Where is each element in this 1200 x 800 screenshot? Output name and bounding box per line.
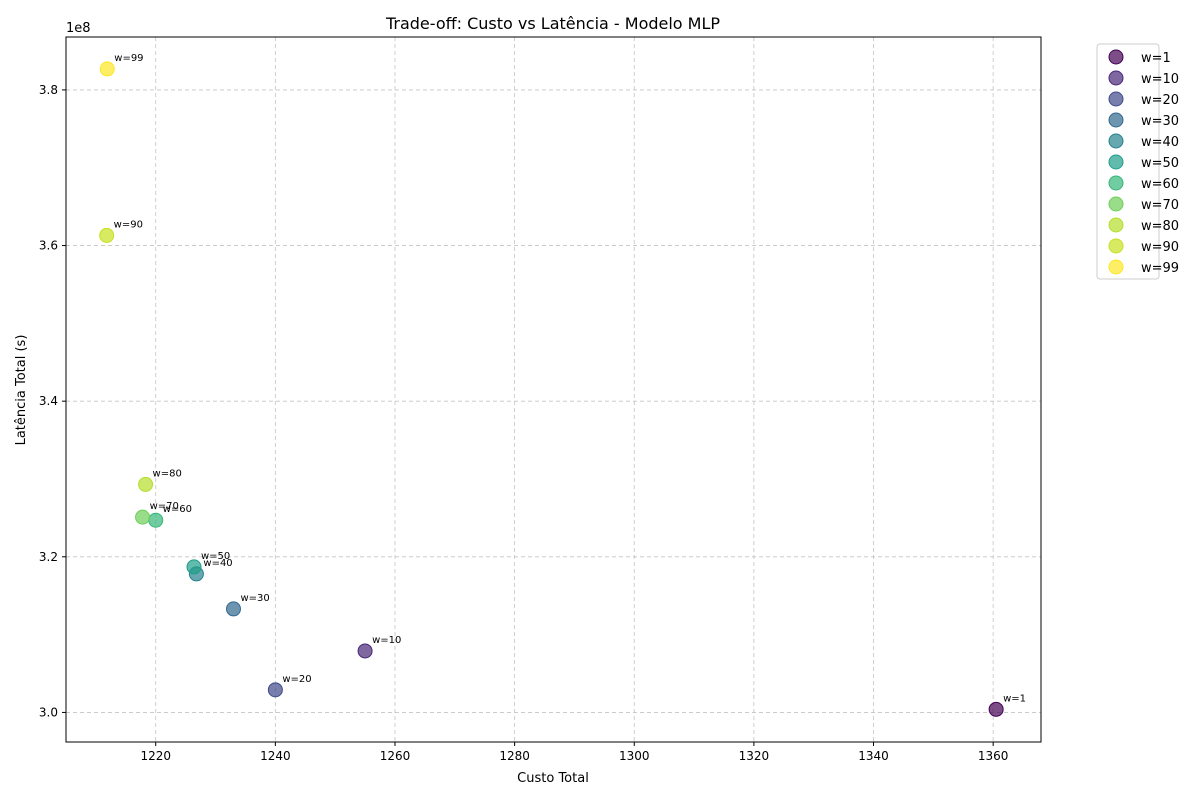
data-point xyxy=(99,227,115,243)
grid-lines xyxy=(66,37,1041,742)
x-tick-label: 1360 xyxy=(978,749,1009,763)
y-tick-label: 3.0 xyxy=(39,705,58,719)
data-point xyxy=(99,61,115,77)
point-annotation: w=50 xyxy=(201,551,230,562)
data-point xyxy=(225,601,241,617)
legend-label: w=1 xyxy=(1141,51,1171,66)
legend-marker xyxy=(1108,49,1124,65)
point-annotation: w=80 xyxy=(153,468,182,479)
x-tick-label: 1320 xyxy=(739,749,770,763)
x-tick-label: 1260 xyxy=(380,749,411,763)
legend-marker xyxy=(1108,238,1124,254)
x-tick-label: 1300 xyxy=(619,749,650,763)
point-annotation: w=99 xyxy=(114,53,143,64)
y-tick-label: 3.2 xyxy=(39,550,58,564)
legend-label: w=60 xyxy=(1141,177,1179,192)
y-tick-label: 3.8 xyxy=(39,83,58,97)
legend-marker xyxy=(1108,154,1124,170)
legend-marker xyxy=(1108,112,1124,128)
plot-frame xyxy=(65,36,1042,743)
legend-label: w=30 xyxy=(1141,114,1179,129)
point-annotations: w=1 w=10 w=20 w=30 w=40w=50 w=60w=70 w=80 w=90 w… xyxy=(114,53,1026,704)
point-annotation: w=30 xyxy=(240,593,269,604)
legend-label: w=90 xyxy=(1141,240,1179,255)
x-tick-label: 1340 xyxy=(858,749,889,763)
x-tick-label: 1280 xyxy=(499,749,530,763)
legend-marker xyxy=(1108,259,1124,275)
axis-ticks: 1220 1240 1260 1280 1300 1320 1340 1360 3.0 3.2 3.… xyxy=(39,83,1009,763)
legend-marker xyxy=(1108,91,1124,107)
y-axis-label: Latência Total (s) xyxy=(14,335,29,446)
data-points xyxy=(99,61,1004,717)
y-tick-label: 3.6 xyxy=(39,239,58,253)
x-tick-label: 1220 xyxy=(140,749,171,763)
chart-title: Trade-off: Custo vs Latência - Modelo ML… xyxy=(385,14,720,33)
legend-label: w=40 xyxy=(1141,135,1179,150)
y-tick-label: 3.4 xyxy=(39,394,58,408)
legend-marker xyxy=(1108,217,1124,233)
legend-label: w=50 xyxy=(1141,156,1179,171)
data-point xyxy=(135,509,151,525)
x-axis-label: Custo Total xyxy=(517,771,589,786)
data-point xyxy=(148,512,164,528)
legend-marker xyxy=(1108,196,1124,212)
legend-label: w=70 xyxy=(1141,198,1179,213)
point-annotation: w=20 xyxy=(282,674,311,685)
legend-marker xyxy=(1108,133,1124,149)
data-point xyxy=(988,701,1004,717)
point-annotation: w=60 xyxy=(163,504,192,515)
legend-marker xyxy=(1108,175,1124,191)
point-annotation: w=90 xyxy=(114,219,143,230)
legend-label: w=10 xyxy=(1141,72,1179,87)
legend-label: w=80 xyxy=(1141,219,1179,234)
y-multiplier-label: 1e8 xyxy=(66,21,91,36)
point-annotation: w=70 xyxy=(150,501,179,512)
legend-label: w=20 xyxy=(1141,93,1179,108)
legend-marker xyxy=(1108,70,1124,86)
legend: w=1 w=10 w=20 w=30 w=40 w=50 w=60 w=70 w=80 w=90 w… xyxy=(1096,43,1179,280)
point-annotation: w=1 xyxy=(1003,693,1026,704)
x-tick-label: 1240 xyxy=(260,749,291,763)
data-point xyxy=(186,559,202,575)
legend-label: w=99 xyxy=(1141,261,1179,276)
point-annotation: w=10 xyxy=(372,635,401,646)
data-point xyxy=(267,682,283,698)
point-annotation: w=40 xyxy=(203,558,232,569)
data-point xyxy=(357,643,373,659)
data-point xyxy=(138,476,154,492)
